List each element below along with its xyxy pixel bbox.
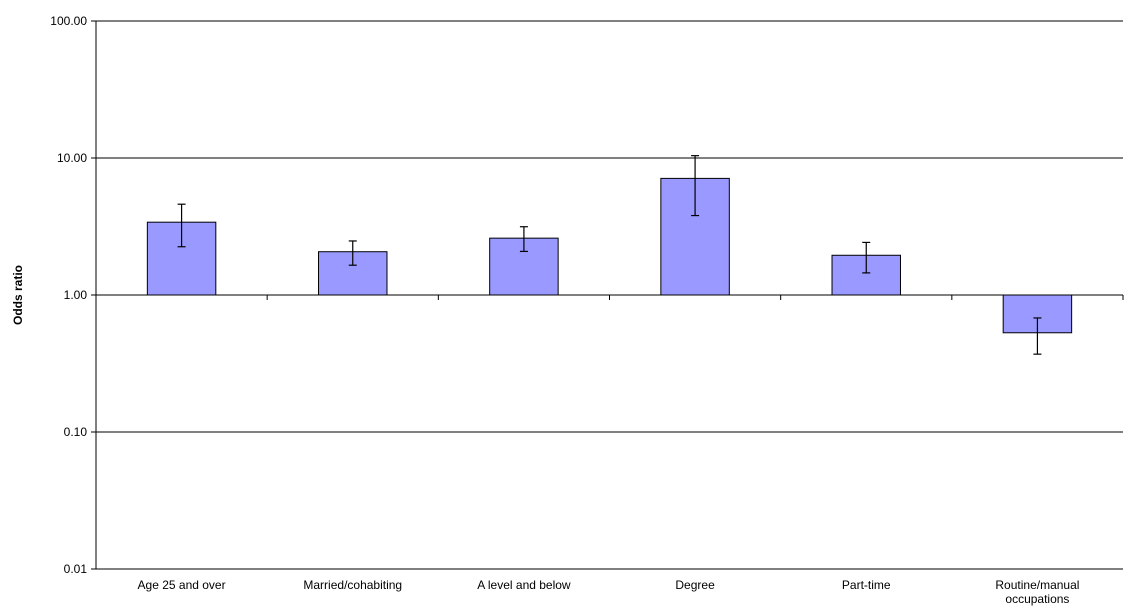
error-bars [177,155,1042,355]
y-axis-title: Odds ratio [11,265,25,325]
x-tick-label: Part-time [842,578,891,592]
x-tick-label: Married/cohabiting [303,578,402,592]
y-tick-label: 1.00 [64,288,88,302]
x-tick-labels: Age 25 and over Married/cohabiting A level… [138,578,1080,606]
y-tick-label: 0.10 [64,425,88,439]
x-tick-label: Degree [675,578,715,592]
x-tick-label: A level and below [477,578,571,592]
x-tick-label: Routine/manual [995,578,1079,592]
axes [91,20,1124,570]
bars [146,177,1073,334]
y-tick-label: 10.00 [57,151,87,165]
x-tick-label: occupations [1005,592,1069,606]
x-tick-label: Age 25 and over [138,578,226,592]
y-tick-label: 0.01 [64,562,88,576]
bar [318,251,388,296]
y-tick-label: 100.00 [50,14,87,28]
y-tick-labels: 0.01 0.10 1.00 10.00 100.00 [50,14,87,576]
